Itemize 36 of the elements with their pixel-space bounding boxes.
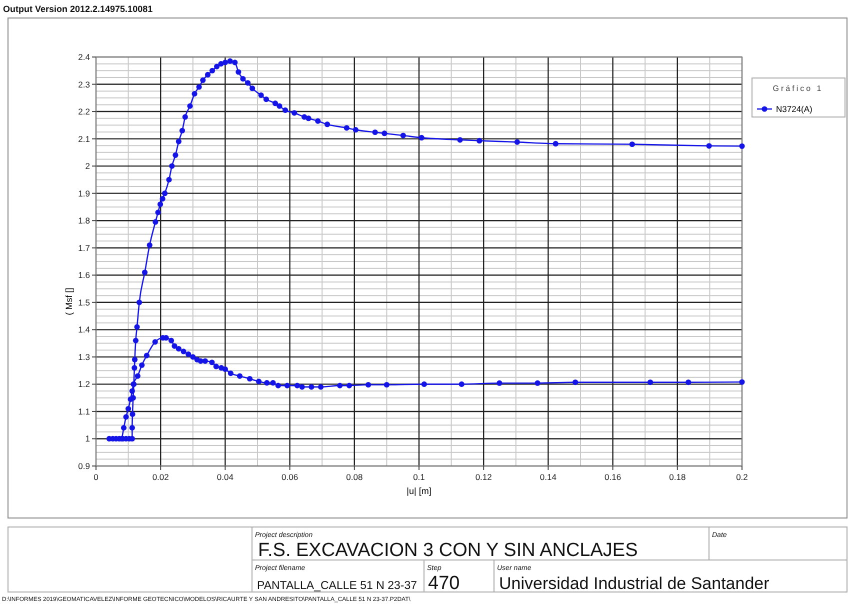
y-tick-label: 1.1 [78, 406, 90, 416]
legend-title: Gráfico 1 [772, 84, 824, 93]
y-tick-label: 1.6 [78, 270, 90, 280]
x-tick-label: 0.2 [736, 472, 748, 482]
y-tick-label: 1.3 [78, 352, 90, 362]
text: Output Version 2012.2.14975.10081 [3, 4, 153, 14]
y-tick-label: 1.9 [78, 188, 90, 198]
x-tick-label: 0.08 [346, 472, 363, 482]
y-tick-label: 1.2 [78, 379, 90, 390]
x-tick-label: 0.02 [152, 472, 170, 482]
y-tick-label: 1 [85, 434, 90, 444]
y-tick-label: 1.5 [78, 297, 90, 308]
y-tick-label: 2.2 [78, 106, 90, 117]
x-tick-label: 0.06 [282, 472, 298, 482]
y-tick-label: 1.8 [78, 216, 90, 226]
legend-label: N3724(A) [776, 104, 813, 114]
y-tick-label: 1.7 [78, 242, 90, 253]
y-tick-label: 1.4 [78, 324, 90, 335]
y-tick-label: 2.3 [78, 79, 90, 90]
y-axis-title: ( Msf [] [64, 288, 74, 316]
y-tick-label: 2.1 [78, 134, 90, 144]
text: Universidad Industrial de Santander [499, 574, 770, 593]
x-tick-label: 0.18 [669, 472, 686, 482]
x-tick-label: 0.04 [216, 472, 234, 482]
x-tick-label: 0.16 [604, 472, 622, 482]
x-tick-label: 0.12 [475, 472, 492, 482]
x-tick-label: 0 [94, 472, 99, 482]
x-axis-title: |u| [m] [406, 486, 432, 496]
y-tick-label: 2.4 [78, 52, 90, 62]
text: F.S. EXCAVACION 3 CON Y SIN ANCLAJES [258, 540, 638, 561]
x-tick-label: 0.1 [413, 472, 426, 482]
text: 470 [428, 573, 460, 594]
y-tick-label: 2 [85, 161, 90, 172]
text: PANTALLA_CALLE 51 N 23-37 [257, 580, 418, 592]
y-tick-label: 0.9 [78, 461, 90, 471]
x-tick-label: 0.14 [540, 472, 557, 482]
